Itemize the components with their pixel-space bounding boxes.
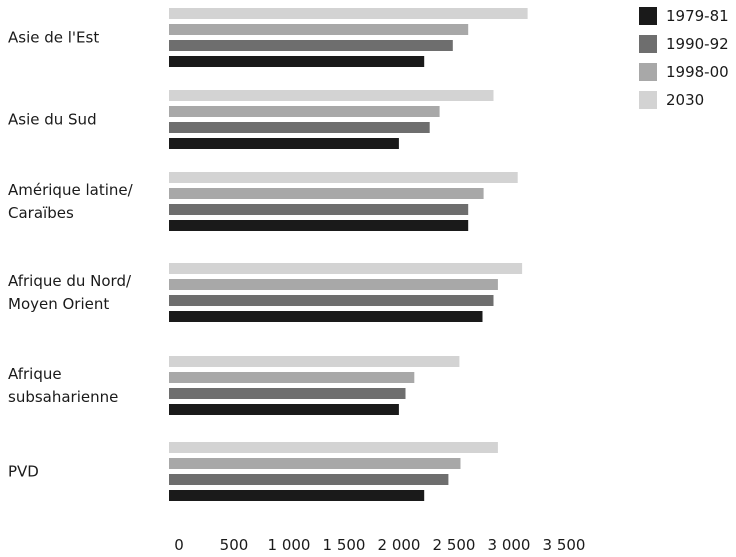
bar-2030-cat5 [169,442,498,453]
bar-1998-00-cat2 [169,188,484,199]
category-label-2: Amérique latine/Caraïbes [8,181,134,222]
legend-label-1990-92: 1990-92 [666,35,729,53]
bar-1990-92-cat3 [169,295,494,306]
bar-1979-81-cat5 [169,490,425,501]
bar-1998-00-cat5 [169,458,461,469]
legend: 1979-81 1990-92 1998-00 2030 [639,7,729,109]
bar-1990-92-cat2 [169,204,469,215]
x-tick-label-7: 3 500 [543,536,586,554]
bar-2030-cat0 [169,8,528,19]
bar-1998-00-cat4 [169,372,415,383]
legend-swatch-1979-81 [639,7,657,25]
category-label-0: Asie de l'Est [8,29,99,47]
bar-1979-81-cat4 [169,404,399,415]
category-label-5: PVD [8,463,39,481]
bar-1979-81-cat3 [169,311,483,322]
legend-swatch-1998-00 [639,63,657,81]
bars-group [169,8,528,501]
x-tick-label-4: 2 000 [378,536,421,554]
bar-2030-cat3 [169,263,523,274]
category-label-1: Asie du Sud [8,111,97,129]
bar-1990-92-cat5 [169,474,449,485]
category-label-3: Afrique du Nord/Moyen Orient [8,272,132,313]
x-tick-label-5: 2 500 [433,536,476,554]
bar-1979-81-cat0 [169,56,425,67]
bar-2030-cat2 [169,172,518,183]
legend-label-2030: 2030 [666,91,704,109]
bar-1990-92-cat1 [169,122,430,133]
bar-1979-81-cat2 [169,220,469,231]
bar-2030-cat4 [169,356,460,367]
x-axis-tick-labels: 0 500 1 000 1 500 2 000 2 500 3 000 3 500 [174,536,585,554]
category-label-4: Afrique subsaharienne [8,365,118,406]
x-tick-label-1: 500 [220,536,249,554]
bar-1998-00-cat0 [169,24,469,35]
bar-1998-00-cat1 [169,106,440,117]
legend-label-1979-81: 1979-81 [666,7,729,25]
bar-1990-92-cat4 [169,388,406,399]
x-tick-label-0: 0 [174,536,184,554]
bar-1998-00-cat3 [169,279,498,290]
legend-swatch-2030 [639,91,657,109]
x-tick-label-3: 1 500 [323,536,366,554]
bar-1990-92-cat0 [169,40,453,51]
bar-1979-81-cat1 [169,138,399,149]
x-tick-label-6: 3 000 [488,536,531,554]
category-labels: Asie de l'Est Asie du Sud Amérique latine/… [8,29,134,481]
bar-2030-cat1 [169,90,494,101]
x-tick-label-2: 1 000 [268,536,311,554]
legend-label-1998-00: 1998-00 [666,63,729,81]
legend-swatch-1990-92 [639,35,657,53]
